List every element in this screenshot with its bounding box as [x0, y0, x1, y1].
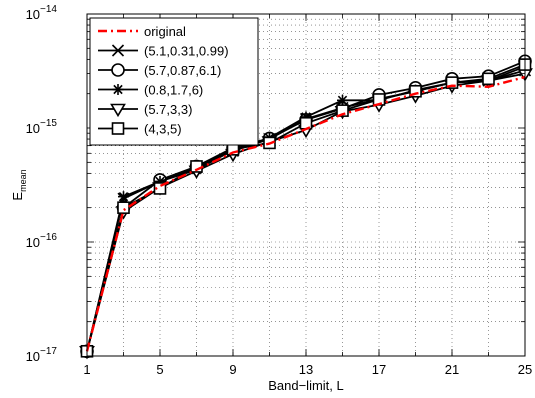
legend-entry: (0.8,1.7,6): [98, 83, 203, 98]
square-marker: [409, 84, 422, 98]
series-layer: [79, 54, 533, 360]
legend-label: (5.1,0.31,0.99): [144, 44, 229, 59]
y-axis-label: Emean: [10, 169, 28, 200]
x-tick-label: 21: [445, 362, 459, 377]
square-marker: [482, 72, 495, 86]
legend-entry: (5.1,0.31,0.99): [98, 44, 229, 59]
y-tick-label: 10−16: [26, 232, 58, 250]
tick-labels: 1 5 9 13 17 21 25 10−17 10−16 10−15 10−14: [26, 4, 533, 377]
square-marker: [111, 122, 125, 135]
legend-entry: original: [98, 24, 186, 39]
star-marker: [112, 84, 124, 95]
y-tick-label: 10−15: [26, 118, 58, 136]
x-tick-label: 1: [83, 362, 90, 377]
y-axis-label-sub: mean: [18, 169, 28, 192]
x-marker-stroke: [111, 44, 125, 57]
star-marker-stroke: [118, 191, 129, 202]
y-tick-label: 10−14: [26, 4, 58, 22]
square-marker: [336, 104, 349, 117]
x-tick-label: 13: [299, 362, 313, 377]
series: [85, 75, 526, 352]
x-marker: [111, 44, 125, 57]
legend-entry: (5.7,3,3): [98, 102, 192, 118]
square-marker: [153, 182, 167, 195]
x-tick-label: 25: [518, 362, 532, 377]
series-line: [85, 75, 526, 352]
legend: original (5.1,0.31,0.99) (5.7,0.87,6.1) (0.…: [89, 17, 259, 146]
y-axis-label-main: E: [10, 192, 25, 201]
triangle-marker: [110, 103, 126, 118]
square-marker: [445, 76, 459, 89]
x-axis-label: Band−limit, L: [268, 378, 344, 393]
legend-label: (5.7,3,3): [144, 102, 192, 117]
circle-marker: [111, 63, 125, 77]
legend-label: (5.7,0.87,6.1): [144, 63, 221, 78]
legend-entry: (4,3,5): [98, 122, 182, 137]
legend-label: (0.8,1.7,6): [144, 83, 203, 98]
x-tick-label: 9: [229, 362, 236, 377]
star-marker: [118, 191, 129, 203]
x-tick-label: 5: [156, 362, 163, 377]
star-marker-stroke: [337, 95, 348, 105]
legend-label: original: [144, 24, 186, 39]
legend-entry: (5.7,0.87,6.1): [98, 63, 221, 78]
x-tick-label: 17: [372, 362, 386, 377]
square-marker: [117, 201, 130, 214]
legend-label: (4,3,5): [144, 122, 182, 137]
star-marker-stroke: [113, 84, 123, 95]
y-tick-label: 10−17: [26, 346, 58, 364]
star-marker: [337, 94, 348, 106]
